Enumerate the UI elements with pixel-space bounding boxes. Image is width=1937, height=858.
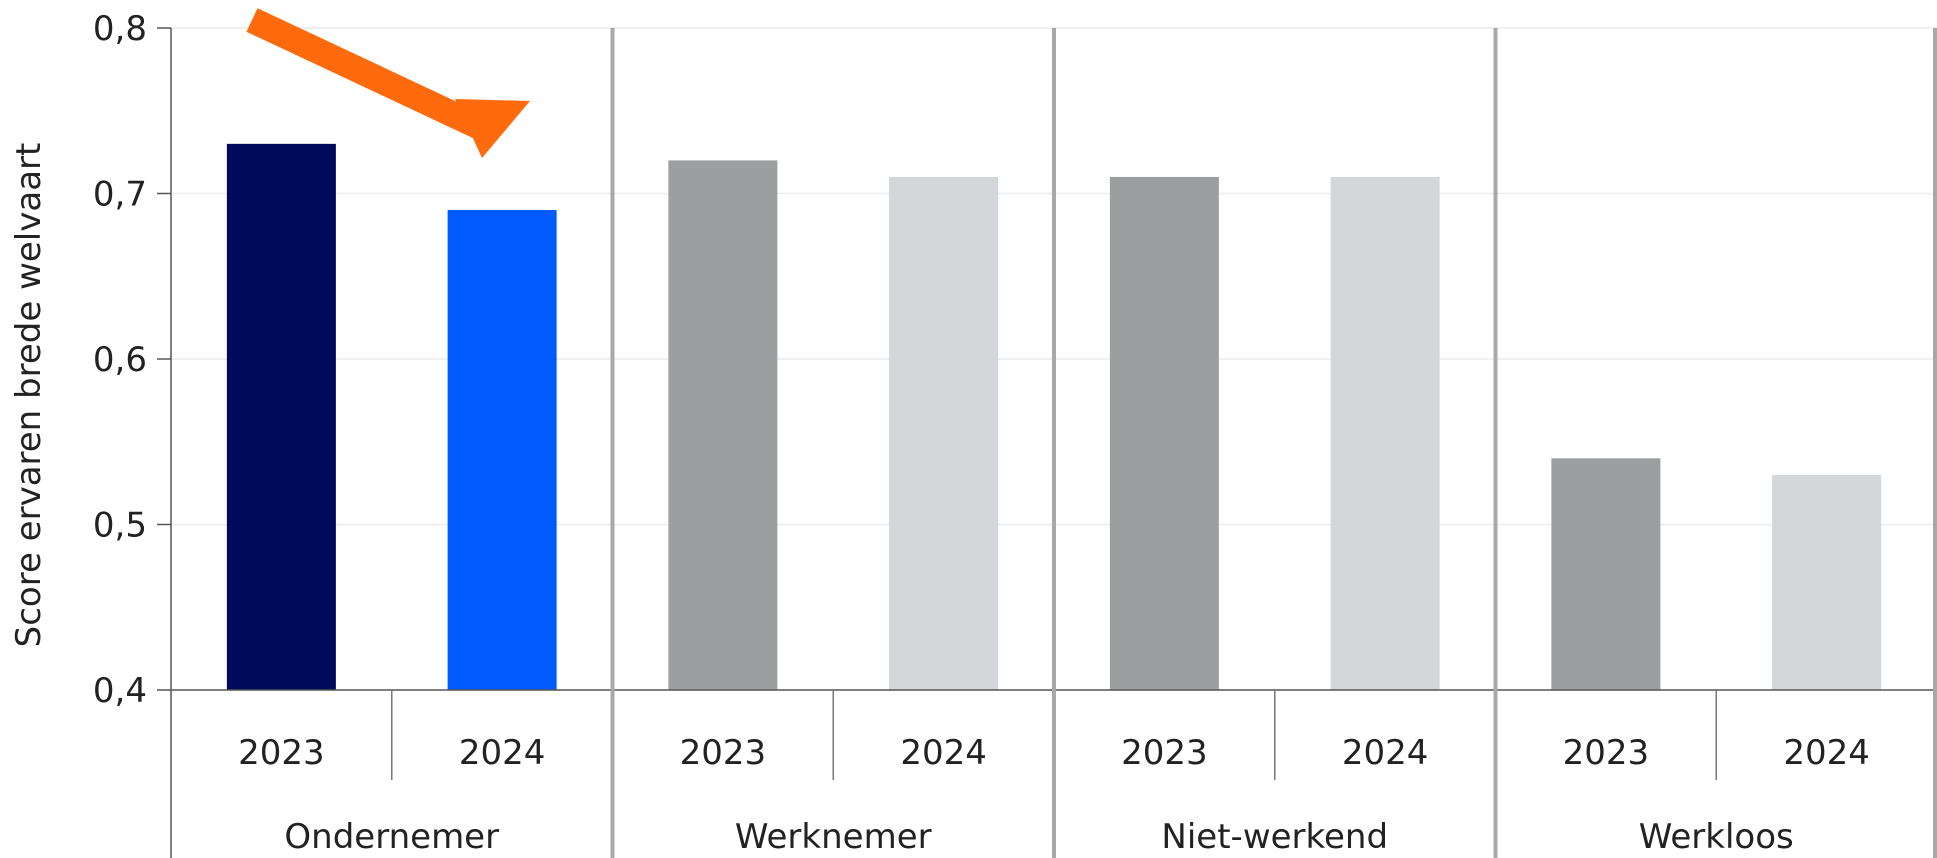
arrow-shaft — [246, 8, 488, 140]
arrow-head — [455, 99, 530, 158]
axes — [157, 27, 1937, 858]
group-label-werkloos: Werkloos — [1639, 817, 1794, 857]
y-tick-label: 0,4 — [93, 671, 147, 711]
bar-werkloos-2023 — [1551, 458, 1661, 690]
group-label-niet-werkend: Niet-werkend — [1161, 817, 1388, 857]
x-tick-label: 2024 — [900, 733, 987, 773]
y-axis-title: Score ervaren brede welvaart — [9, 143, 49, 648]
y-tick-label: 0,5 — [93, 506, 147, 546]
bar-werkloos-2024 — [1772, 474, 1882, 690]
y-tick-label: 0,7 — [93, 175, 147, 215]
bar-niet-werkend-2024 — [1330, 176, 1440, 690]
x-tick-label: 2023 — [1121, 733, 1208, 773]
bar-ondernemer-2024 — [447, 210, 557, 691]
x-tick-label: 2024 — [459, 733, 546, 773]
bar-ondernemer-2023 — [226, 143, 336, 691]
bar-werknemer-2024 — [889, 176, 999, 690]
x-tick-label: 2023 — [1563, 733, 1650, 773]
x-tick-label: 2024 — [1783, 733, 1870, 773]
bars — [226, 143, 1882, 691]
x-tick-label: 2023 — [238, 733, 325, 773]
x-tick-label: 2024 — [1342, 733, 1429, 773]
group-label-ondernemer: Ondernemer — [284, 817, 499, 857]
bar-werknemer-2023 — [668, 160, 778, 690]
y-tick-label: 0,6 — [93, 340, 147, 380]
labels: 0,4 0,5 0,6 0,7 0,8 2023 2024 Ondernemer 2023 202… — [93, 9, 1870, 857]
annotation-arrow — [246, 8, 530, 158]
group-label-werknemer: Werknemer — [735, 817, 932, 857]
x-tick-label: 2023 — [680, 733, 767, 773]
bar-niet-werkend-2023 — [1109, 176, 1219, 690]
y-tick-label: 0,8 — [93, 9, 147, 49]
